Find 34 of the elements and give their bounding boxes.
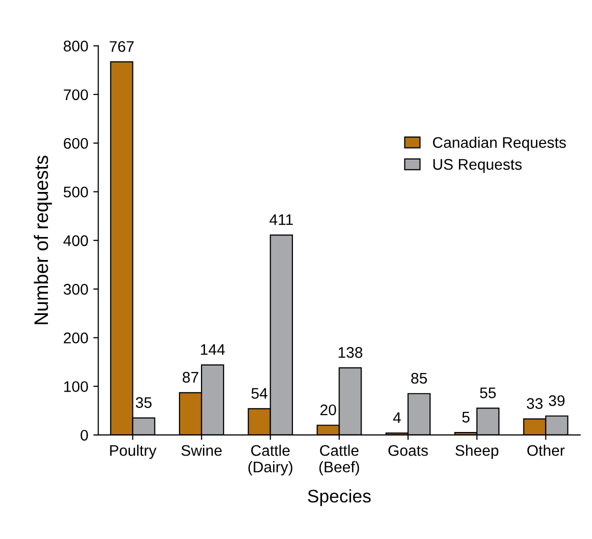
data-label: 4 [393,412,401,423]
data-label: 55 [480,388,496,398]
y-tick-label: 100 [64,381,88,392]
x-tick-label: Poultry [110,444,156,459]
y-tick-label: 400 [63,235,88,246]
data-label: 54 [251,388,268,399]
data-label: 144 [200,344,225,355]
y-tick-label: 0 [80,430,88,441]
data-label: 138 [338,347,362,358]
x-tick-label: Cattle (Dairy) [248,444,292,476]
x-tick-label: Sheep [456,444,498,459]
data-label: 33 [526,398,543,409]
x-tick-label: Other [527,444,565,456]
y-tick-label: 500 [64,186,88,198]
legend-label: US Requests [433,159,522,173]
x-tick-label: Goats [388,445,428,456]
x-tick-label: Swine [181,444,222,456]
data-label: 20 [320,404,336,416]
y-tick-label: 800 [64,40,88,52]
data-label: 85 [411,372,427,384]
data-label: 767 [110,41,134,52]
y-tick-label: 300 [64,284,88,295]
data-label: 411 [270,214,293,225]
x-tick-label: Cattle (Beef) [319,444,360,476]
legend-label: Canadian Requests [433,136,566,151]
x-axis-title: Species [308,489,371,506]
y-tick-label: 200 [64,332,88,344]
y-tick-label: 600 [64,138,88,149]
data-label: 5 [462,412,470,423]
y-axis-title: Number of requests [34,156,52,324]
data-label: 39 [548,395,565,406]
data-label: 35 [136,397,152,408]
data-label: 87 [182,372,198,383]
y-tick-label: 700 [64,89,88,100]
